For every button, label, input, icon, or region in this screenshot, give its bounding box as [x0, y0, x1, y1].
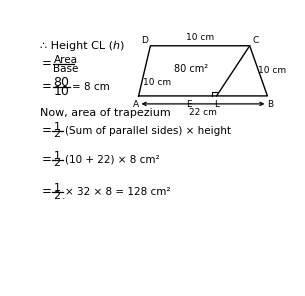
Text: 1: 1 [53, 151, 60, 161]
Text: C: C [252, 36, 258, 45]
Text: (Sum of parallel sides) × height: (Sum of parallel sides) × height [65, 126, 231, 136]
Text: 1: 1 [53, 183, 60, 193]
Text: 2: 2 [53, 158, 60, 168]
Text: ∴ Height CL (ℎ): ∴ Height CL (ℎ) [41, 41, 125, 52]
Text: .: . [62, 191, 66, 201]
Text: Area: Area [53, 55, 77, 65]
Text: E: E [187, 100, 192, 110]
Text: 80: 80 [53, 76, 70, 89]
Text: 10 cm: 10 cm [186, 33, 214, 42]
Text: 2: 2 [53, 129, 60, 139]
Text: Base: Base [53, 64, 79, 74]
Text: L: L [214, 100, 219, 110]
Text: 1: 1 [53, 122, 60, 132]
Text: D: D [141, 36, 148, 45]
Text: A: A [133, 100, 139, 110]
Text: = 8 cm: = 8 cm [72, 82, 110, 92]
Text: 10: 10 [53, 85, 69, 98]
Text: × 32 × 8 = 128 cm²: × 32 × 8 = 128 cm² [65, 187, 170, 197]
Text: 10 cm: 10 cm [143, 78, 171, 87]
Text: (10 + 22) × 8 cm²: (10 + 22) × 8 cm² [65, 155, 159, 165]
Text: 10 cm: 10 cm [258, 66, 286, 75]
Text: 80 cm²: 80 cm² [174, 64, 208, 74]
Text: =: = [42, 57, 52, 70]
Text: =: = [42, 80, 52, 93]
Text: =: = [42, 124, 52, 137]
Text: Now, area of trapezium: Now, area of trapezium [41, 108, 171, 118]
Text: B: B [267, 100, 273, 110]
Text: =: = [42, 185, 52, 198]
Text: =: = [42, 152, 52, 165]
Text: 22 cm: 22 cm [189, 108, 217, 117]
Text: 2: 2 [53, 191, 60, 201]
